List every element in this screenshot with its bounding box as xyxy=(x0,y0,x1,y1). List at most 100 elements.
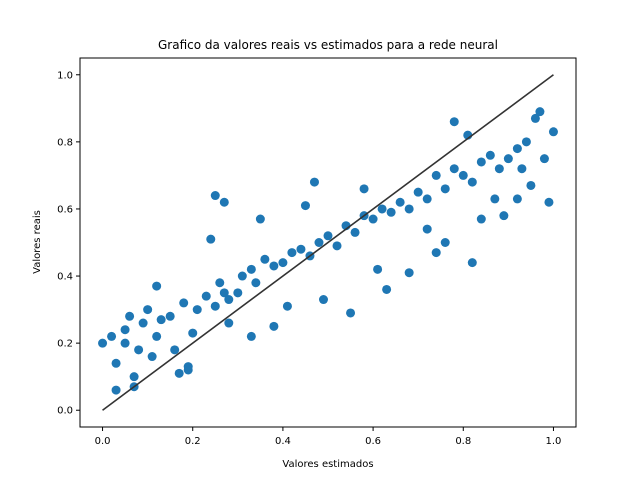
data-point xyxy=(111,385,121,395)
data-point xyxy=(224,318,234,328)
data-point xyxy=(255,214,265,224)
data-point xyxy=(490,194,500,204)
data-point xyxy=(476,157,486,167)
data-point xyxy=(269,261,279,271)
y-tick-label: 0.8 xyxy=(57,137,73,148)
data-point xyxy=(296,244,306,254)
data-point xyxy=(233,288,243,298)
y-tick-label: 0.4 xyxy=(57,272,73,283)
data-point xyxy=(499,211,509,221)
data-point xyxy=(300,201,310,211)
data-point xyxy=(395,197,405,207)
data-point xyxy=(278,258,288,268)
data-point xyxy=(246,264,256,274)
data-point xyxy=(210,301,220,311)
data-point xyxy=(269,321,279,331)
data-point xyxy=(125,311,135,321)
data-point xyxy=(512,144,522,154)
data-point xyxy=(219,288,229,298)
chart-title: Grafico da valores reais vs estimados pa… xyxy=(158,38,498,52)
data-point xyxy=(449,117,459,127)
data-point xyxy=(224,295,234,305)
y-tick-label: 0.0 xyxy=(57,406,73,417)
data-point xyxy=(179,298,189,308)
data-point xyxy=(382,284,392,294)
data-point xyxy=(134,345,144,355)
data-point xyxy=(431,248,441,258)
x-tick-label: 0.4 xyxy=(275,436,291,447)
data-point xyxy=(309,177,319,187)
data-point xyxy=(359,184,369,194)
data-point xyxy=(431,170,441,180)
data-point xyxy=(251,278,261,288)
reference-line xyxy=(102,74,554,411)
data-point xyxy=(467,177,477,187)
data-point xyxy=(494,164,504,174)
y-tick-label: 1.0 xyxy=(57,70,73,81)
data-point xyxy=(120,325,130,335)
axes-frame xyxy=(79,57,577,428)
data-point xyxy=(476,214,486,224)
data-point xyxy=(147,352,157,362)
data-point xyxy=(521,137,531,147)
data-point xyxy=(120,338,130,348)
data-point xyxy=(201,291,211,301)
data-point xyxy=(413,187,423,197)
data-point xyxy=(260,254,270,264)
data-point xyxy=(219,197,229,207)
data-point xyxy=(174,368,184,378)
data-point xyxy=(548,127,558,137)
data-point xyxy=(350,227,360,237)
data-point xyxy=(377,204,387,214)
x-tick-label: 0.6 xyxy=(365,436,381,447)
data-point xyxy=(539,154,549,164)
x-tick-label: 1.0 xyxy=(546,436,562,447)
data-point xyxy=(152,281,162,291)
x-tick-label: 0.2 xyxy=(185,436,201,447)
x-axis-label: Valores estimados xyxy=(282,459,373,470)
data-point xyxy=(323,231,333,241)
y-tick-label: 0.2 xyxy=(57,339,73,350)
data-point xyxy=(210,191,220,201)
data-point xyxy=(404,268,414,278)
data-point xyxy=(346,308,356,318)
data-point xyxy=(156,315,166,325)
data-point xyxy=(368,214,378,224)
x-tick-label: 0.0 xyxy=(95,436,111,447)
data-point xyxy=(467,258,477,268)
data-point xyxy=(237,271,247,281)
data-point xyxy=(512,194,522,204)
data-point xyxy=(129,372,139,382)
data-point xyxy=(318,295,328,305)
y-axis-label: Valores reais xyxy=(32,210,43,274)
plot-area xyxy=(98,74,558,411)
data-point xyxy=(152,331,162,341)
data-point xyxy=(373,264,383,274)
data-point xyxy=(111,358,121,368)
data-point xyxy=(314,238,324,247)
data-point xyxy=(440,184,450,194)
data-point xyxy=(530,113,540,123)
data-point xyxy=(449,164,459,174)
data-point xyxy=(485,150,495,160)
y-axis-ticks: 0.0 0.2 0.4 0.6 0.8 1.0 xyxy=(57,70,80,417)
y-tick-label: 0.6 xyxy=(57,204,73,215)
data-point xyxy=(107,331,117,341)
data-point xyxy=(282,301,292,311)
data-point xyxy=(440,238,450,247)
data-point xyxy=(183,362,193,372)
data-point xyxy=(138,318,148,328)
data-point xyxy=(170,345,180,355)
data-point xyxy=(215,278,225,288)
data-point xyxy=(192,305,202,315)
x-axis-ticks: 0.0 0.2 0.4 0.6 0.8 1.0 xyxy=(95,427,562,447)
data-point xyxy=(458,170,468,180)
data-point xyxy=(206,234,216,244)
data-point xyxy=(143,305,153,315)
data-point xyxy=(287,248,297,258)
data-point xyxy=(404,204,414,214)
data-point xyxy=(165,311,175,321)
data-point xyxy=(332,241,342,251)
data-point xyxy=(422,224,432,234)
data-point xyxy=(422,194,432,204)
